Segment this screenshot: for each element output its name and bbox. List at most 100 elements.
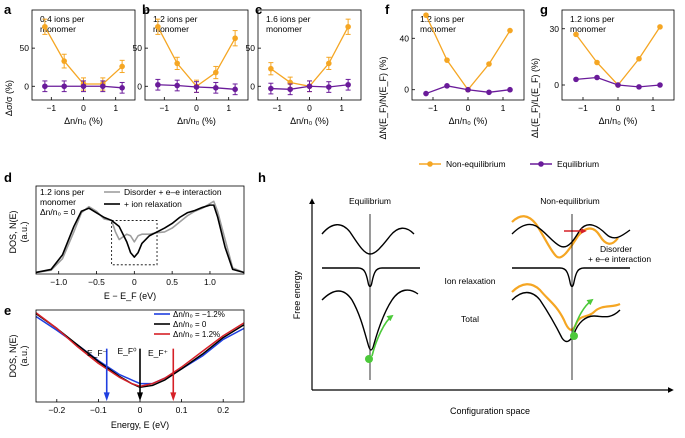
x-axis-label-f: Δn/n₀ (%) [449,116,488,126]
e-xlabel: Energy, E (eV) [111,420,169,430]
sigma-axis-label: Δσ/σ (%) [4,80,14,116]
x-tick-label-b: 1 [226,103,231,113]
x-tick-label-b: 0 [194,103,199,113]
data-point-c [326,60,332,67]
series-line-g [575,26,661,86]
fermi-plus-arrow-head [170,392,177,402]
d-yunit: (a.u.) [19,221,29,242]
data-point-a [42,23,48,30]
panel-label-d: d [4,170,12,185]
x-tick-label-g: 0 [616,103,621,113]
h-ion-label: Ion relaxation [444,276,495,286]
d-x-tick-label: −1.0 [50,277,67,287]
data-point-c [268,65,274,72]
data-point-a [42,83,48,90]
d-x-tick-label: 1.0 [204,277,216,287]
y-tick-label-b: 0 [137,81,142,91]
data-point-f [465,86,471,93]
data-point-g [615,82,621,88]
d-zoom-box [111,220,158,266]
data-point-g [594,59,600,66]
panel-e-dos-energy: −0.2 −0.1 0 0.1 0.2 [35,312,245,415]
x-axis-label-b: Δn/n₀ (%) [177,116,216,126]
fermi-minus-arrow-head [103,392,110,402]
panel-title-a: 0.4 ions per [40,14,85,24]
data-point-a [80,83,87,90]
legend-e-blue-label: Δn/n₀ = −1.2% [173,310,225,319]
h-eq-green-arrow [371,314,394,357]
data-point-f [507,86,513,93]
data-point-f [486,61,492,67]
d-x-tick-label: 0.5 [166,277,178,287]
x-tick-label-f: 1 [501,103,506,113]
series-line-b [157,26,236,88]
data-point-c [268,85,274,92]
h-disorder-l2: + e–e interaction [588,254,651,264]
fermi-plus-label: E_F⁺ [148,348,169,358]
data-point-b [155,23,161,30]
e-x-tick-label: 0 [138,405,143,415]
panel-title-c: monomer [266,24,302,34]
h-eq-ball [365,355,373,363]
x-tick-label-f: −1 [428,103,438,113]
legend-noneq-label: Non-equilibrium [446,159,506,169]
d-series-line [35,200,245,274]
data-point-g [573,31,579,38]
data-point-g [657,82,663,88]
h-eq-disorder-curve [321,224,415,255]
panel-title-f: monomer [420,24,456,34]
data-point-g [594,74,600,81]
panel-title-f: 1.2 ions per [420,14,465,24]
data-point-c [287,86,293,93]
data-point-f [444,83,450,89]
e-x-tick-label: 0.1 [176,405,188,415]
series-line-c [270,26,349,87]
h-ylabel: Free energy [292,270,302,319]
h-neq-total-orange [511,283,621,331]
panel-title-c: 1.6 ions per [266,14,311,24]
h-xlabel: Configuration space [450,406,530,416]
x-tick-label-g: −1 [578,103,588,113]
data-point-f [507,27,513,34]
data-point-f [423,90,429,97]
data-point-f [486,89,492,96]
data-point-f [423,12,429,18]
data-point-g [636,55,642,62]
y-tick-label-b: 50 [133,43,143,53]
d-x-tick-label: −0.5 [88,277,105,287]
y-tick-label-c: 50 [246,43,256,53]
h-eq-ion-curve [322,267,420,288]
y-tick-label-f: 0 [404,85,409,95]
panel-title-g: 1.2 ions per [570,14,615,24]
data-point-b [193,84,200,90]
legend-fg: Non-equilibrium Equilibrium [419,159,599,169]
panel-label-f: f [385,2,390,17]
legend-d-black-label: + ion relaxation [124,199,182,209]
data-point-c [345,81,351,88]
h-neq-title: Non-equilibrium [540,196,600,206]
e-ylabel: DOS, N(E) [8,334,18,377]
x-tick-label-c: −1 [272,103,282,113]
panel-title-b: 1.2 ions per [153,14,198,24]
d-xlabel: E − E_F (eV) [104,291,156,301]
data-point-a [61,83,67,90]
panel-title-g: monomer [570,24,606,34]
h-disorder-l1: Disorder [600,244,632,254]
h-neq-ball [570,332,578,340]
panel-label-e: e [4,303,11,318]
x-tick-label-f: 0 [466,103,471,113]
d-annot-line3: Δn/n₀ = 0 [40,207,76,217]
data-point-b [232,35,238,42]
h-eq-total-curve [321,289,419,351]
legend-noneq-marker [427,161,433,167]
e-x-tick-label: 0.2 [217,405,229,415]
d-annot-line1: 1.2 ions per [40,187,85,197]
h-total-label: Total [461,314,479,324]
y-tick-label-a: 50 [20,43,30,53]
d-series-line [35,204,245,274]
panel-label-c: c [255,2,262,17]
legend-eq-label: Equilibrium [557,159,599,169]
x-tick-label-c: 1 [339,103,344,113]
